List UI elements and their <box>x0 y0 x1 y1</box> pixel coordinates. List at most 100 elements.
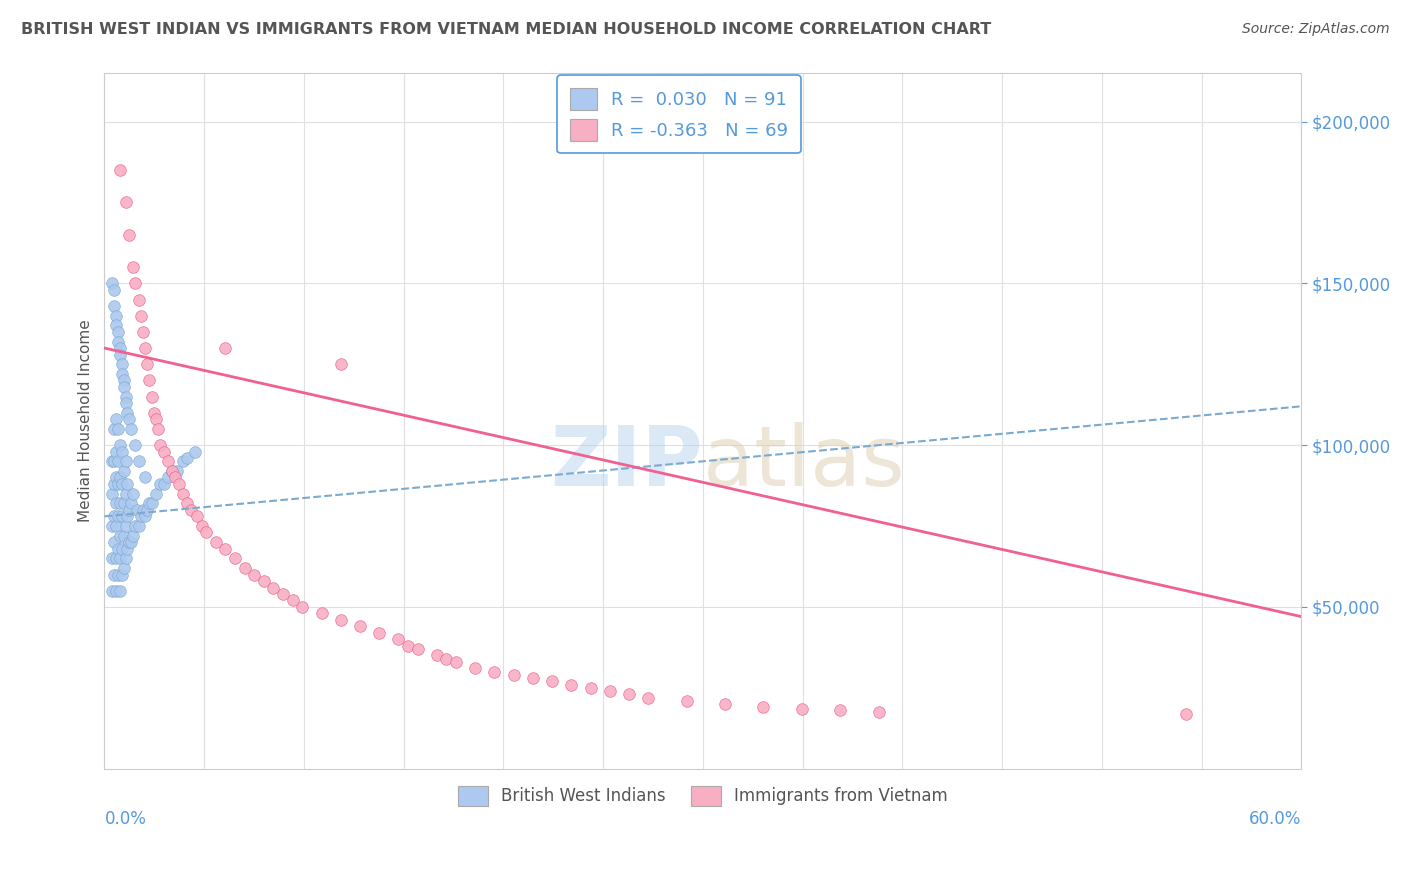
Point <box>103 283 125 297</box>
Point <box>104 496 127 510</box>
Point <box>107 509 129 524</box>
Point <box>1175 706 1198 721</box>
Point <box>101 583 124 598</box>
Point <box>183 444 205 458</box>
Point <box>165 470 187 484</box>
Point <box>156 470 179 484</box>
Point <box>114 551 136 566</box>
Point <box>124 519 146 533</box>
Point <box>224 551 246 566</box>
Point <box>118 227 141 242</box>
Point <box>112 529 135 543</box>
Point <box>311 607 333 621</box>
Point <box>103 509 125 524</box>
Point <box>149 438 172 452</box>
Point <box>617 687 640 701</box>
Point <box>104 519 127 533</box>
Point <box>426 648 449 663</box>
Point <box>104 551 127 566</box>
Point <box>101 454 124 468</box>
Y-axis label: Median Household Income: Median Household Income <box>79 319 93 522</box>
Point <box>114 390 136 404</box>
Point <box>111 509 134 524</box>
Point <box>108 163 131 178</box>
Point <box>107 541 129 556</box>
Point <box>541 674 564 689</box>
Point <box>135 357 157 371</box>
Point <box>122 529 145 543</box>
Point <box>111 367 134 381</box>
Point <box>186 509 208 524</box>
Point <box>145 412 167 426</box>
Point <box>135 503 157 517</box>
Point <box>349 619 371 633</box>
Point <box>599 684 621 698</box>
Point <box>114 195 136 210</box>
Point <box>149 477 172 491</box>
Point <box>101 486 124 500</box>
Point <box>107 334 129 349</box>
Point <box>166 464 188 478</box>
Point <box>122 260 145 274</box>
Point <box>243 567 266 582</box>
Point <box>108 470 131 484</box>
Point <box>790 702 813 716</box>
Point <box>214 541 236 556</box>
Point <box>112 561 135 575</box>
Point <box>153 444 176 458</box>
Point <box>112 464 135 478</box>
Point <box>108 347 131 361</box>
Point <box>114 396 136 410</box>
Point <box>263 581 285 595</box>
Point <box>117 406 139 420</box>
Point <box>502 668 524 682</box>
Text: 0.0%: 0.0% <box>104 811 146 829</box>
Point <box>122 486 145 500</box>
Point <box>579 681 602 695</box>
Point <box>101 277 124 291</box>
Text: atlas: atlas <box>703 422 904 503</box>
Point <box>406 642 429 657</box>
Point <box>124 277 146 291</box>
Point <box>160 464 183 478</box>
Point <box>132 325 155 339</box>
Point <box>111 567 134 582</box>
Point <box>138 373 160 387</box>
Point <box>107 477 129 491</box>
Point <box>141 496 163 510</box>
Point <box>675 694 697 708</box>
Point <box>112 496 135 510</box>
Point <box>111 477 134 491</box>
Point <box>143 406 166 420</box>
Point <box>145 486 167 500</box>
Point <box>129 509 152 524</box>
Point <box>522 671 544 685</box>
Point <box>396 639 419 653</box>
Point <box>329 613 352 627</box>
Point <box>112 380 135 394</box>
Point <box>444 655 467 669</box>
Point <box>434 651 457 665</box>
Text: BRITISH WEST INDIAN VS IMMIGRANTS FROM VIETNAM MEDIAN HOUSEHOLD INCOME CORRELATI: BRITISH WEST INDIAN VS IMMIGRANTS FROM V… <box>21 22 991 37</box>
Point <box>153 477 176 491</box>
Point <box>176 451 198 466</box>
Point <box>103 422 125 436</box>
Point <box>125 503 148 517</box>
Point <box>368 625 391 640</box>
Text: ZIP: ZIP <box>550 422 703 503</box>
Point <box>118 412 141 426</box>
Point <box>128 454 150 468</box>
Point <box>271 587 294 601</box>
Point <box>108 496 131 510</box>
Legend: British West Indians, Immigrants from Vietnam: British West Indians, Immigrants from Vi… <box>451 779 955 813</box>
Point <box>291 599 314 614</box>
Point <box>107 325 129 339</box>
Point <box>108 341 131 355</box>
Point <box>387 632 409 647</box>
Point <box>108 551 131 566</box>
Point <box>107 567 129 582</box>
Point <box>114 519 136 533</box>
Point <box>281 593 304 607</box>
Point <box>108 529 131 543</box>
Point <box>120 496 142 510</box>
